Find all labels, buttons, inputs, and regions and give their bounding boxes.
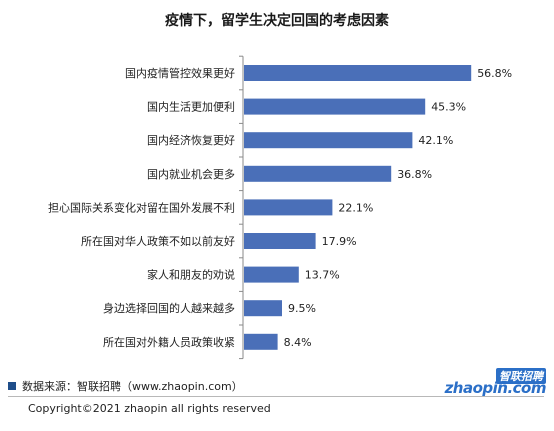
value-label: 17.9% — [322, 235, 357, 248]
category-label: 所在国对华人政策不如以前友好 — [81, 234, 235, 248]
value-label: 9.5% — [288, 302, 316, 315]
source-marker-icon — [8, 382, 16, 390]
category-label: 国内经济恢复更好 — [147, 133, 235, 147]
bar-chart: 国内疫情管控效果更好 56.8% 国内生活更加便利 45.3% 国内经济恢复更好 42.1… — [48, 55, 512, 360]
category-label: 所在国对外籍人员政策收紧 — [103, 335, 235, 349]
bar — [244, 165, 392, 182]
copyright-text: Copyright©2021 zhaopin all rights reserv… — [28, 402, 271, 415]
value-label: 42.1% — [418, 134, 453, 147]
value-label: 8.4% — [284, 336, 312, 349]
zhaopin-logo: 智联招聘 zhaopin.com — [445, 368, 550, 398]
bar — [244, 132, 413, 149]
bar — [244, 199, 333, 216]
bar — [244, 333, 278, 350]
data-source: 数据来源：智联招聘（www.zhaopin.com） — [8, 378, 243, 394]
value-label: 36.8% — [397, 168, 432, 181]
category-label: 国内疫情管控效果更好 — [125, 66, 235, 80]
value-label: 45.3% — [431, 101, 466, 114]
bar — [244, 98, 426, 115]
data-source-text: 数据来源：智联招聘（www.zhaopin.com） — [22, 380, 243, 393]
chart-title: 疫情下，留学生决定回国的考虑因素 — [165, 13, 389, 29]
category-label: 担心国际关系变化对留在国外发展不利 — [48, 200, 235, 214]
category-label: 国内就业机会更多 — [147, 167, 235, 181]
value-label: 56.8% — [477, 67, 512, 80]
value-label: 13.7% — [305, 269, 340, 282]
category-label: 家人和朋友的劝说 — [147, 268, 235, 282]
category-label: 身边选择回国的人越来越多 — [103, 301, 235, 315]
logo-cn-text: 智联招聘 — [496, 368, 546, 384]
logo-en-text: zhaopin.com — [444, 379, 547, 397]
bar — [244, 65, 472, 81]
value-label: 22.1% — [338, 201, 373, 214]
bar-group: 国内疫情管控效果更好 56.8% 国内生活更加便利 45.3% 国内经济恢复更好 42.1… — [48, 55, 512, 360]
bar — [244, 266, 299, 283]
bar — [244, 233, 316, 249]
footer-divider — [8, 396, 544, 397]
category-label: 国内生活更加便利 — [147, 100, 235, 114]
bar — [244, 300, 282, 317]
